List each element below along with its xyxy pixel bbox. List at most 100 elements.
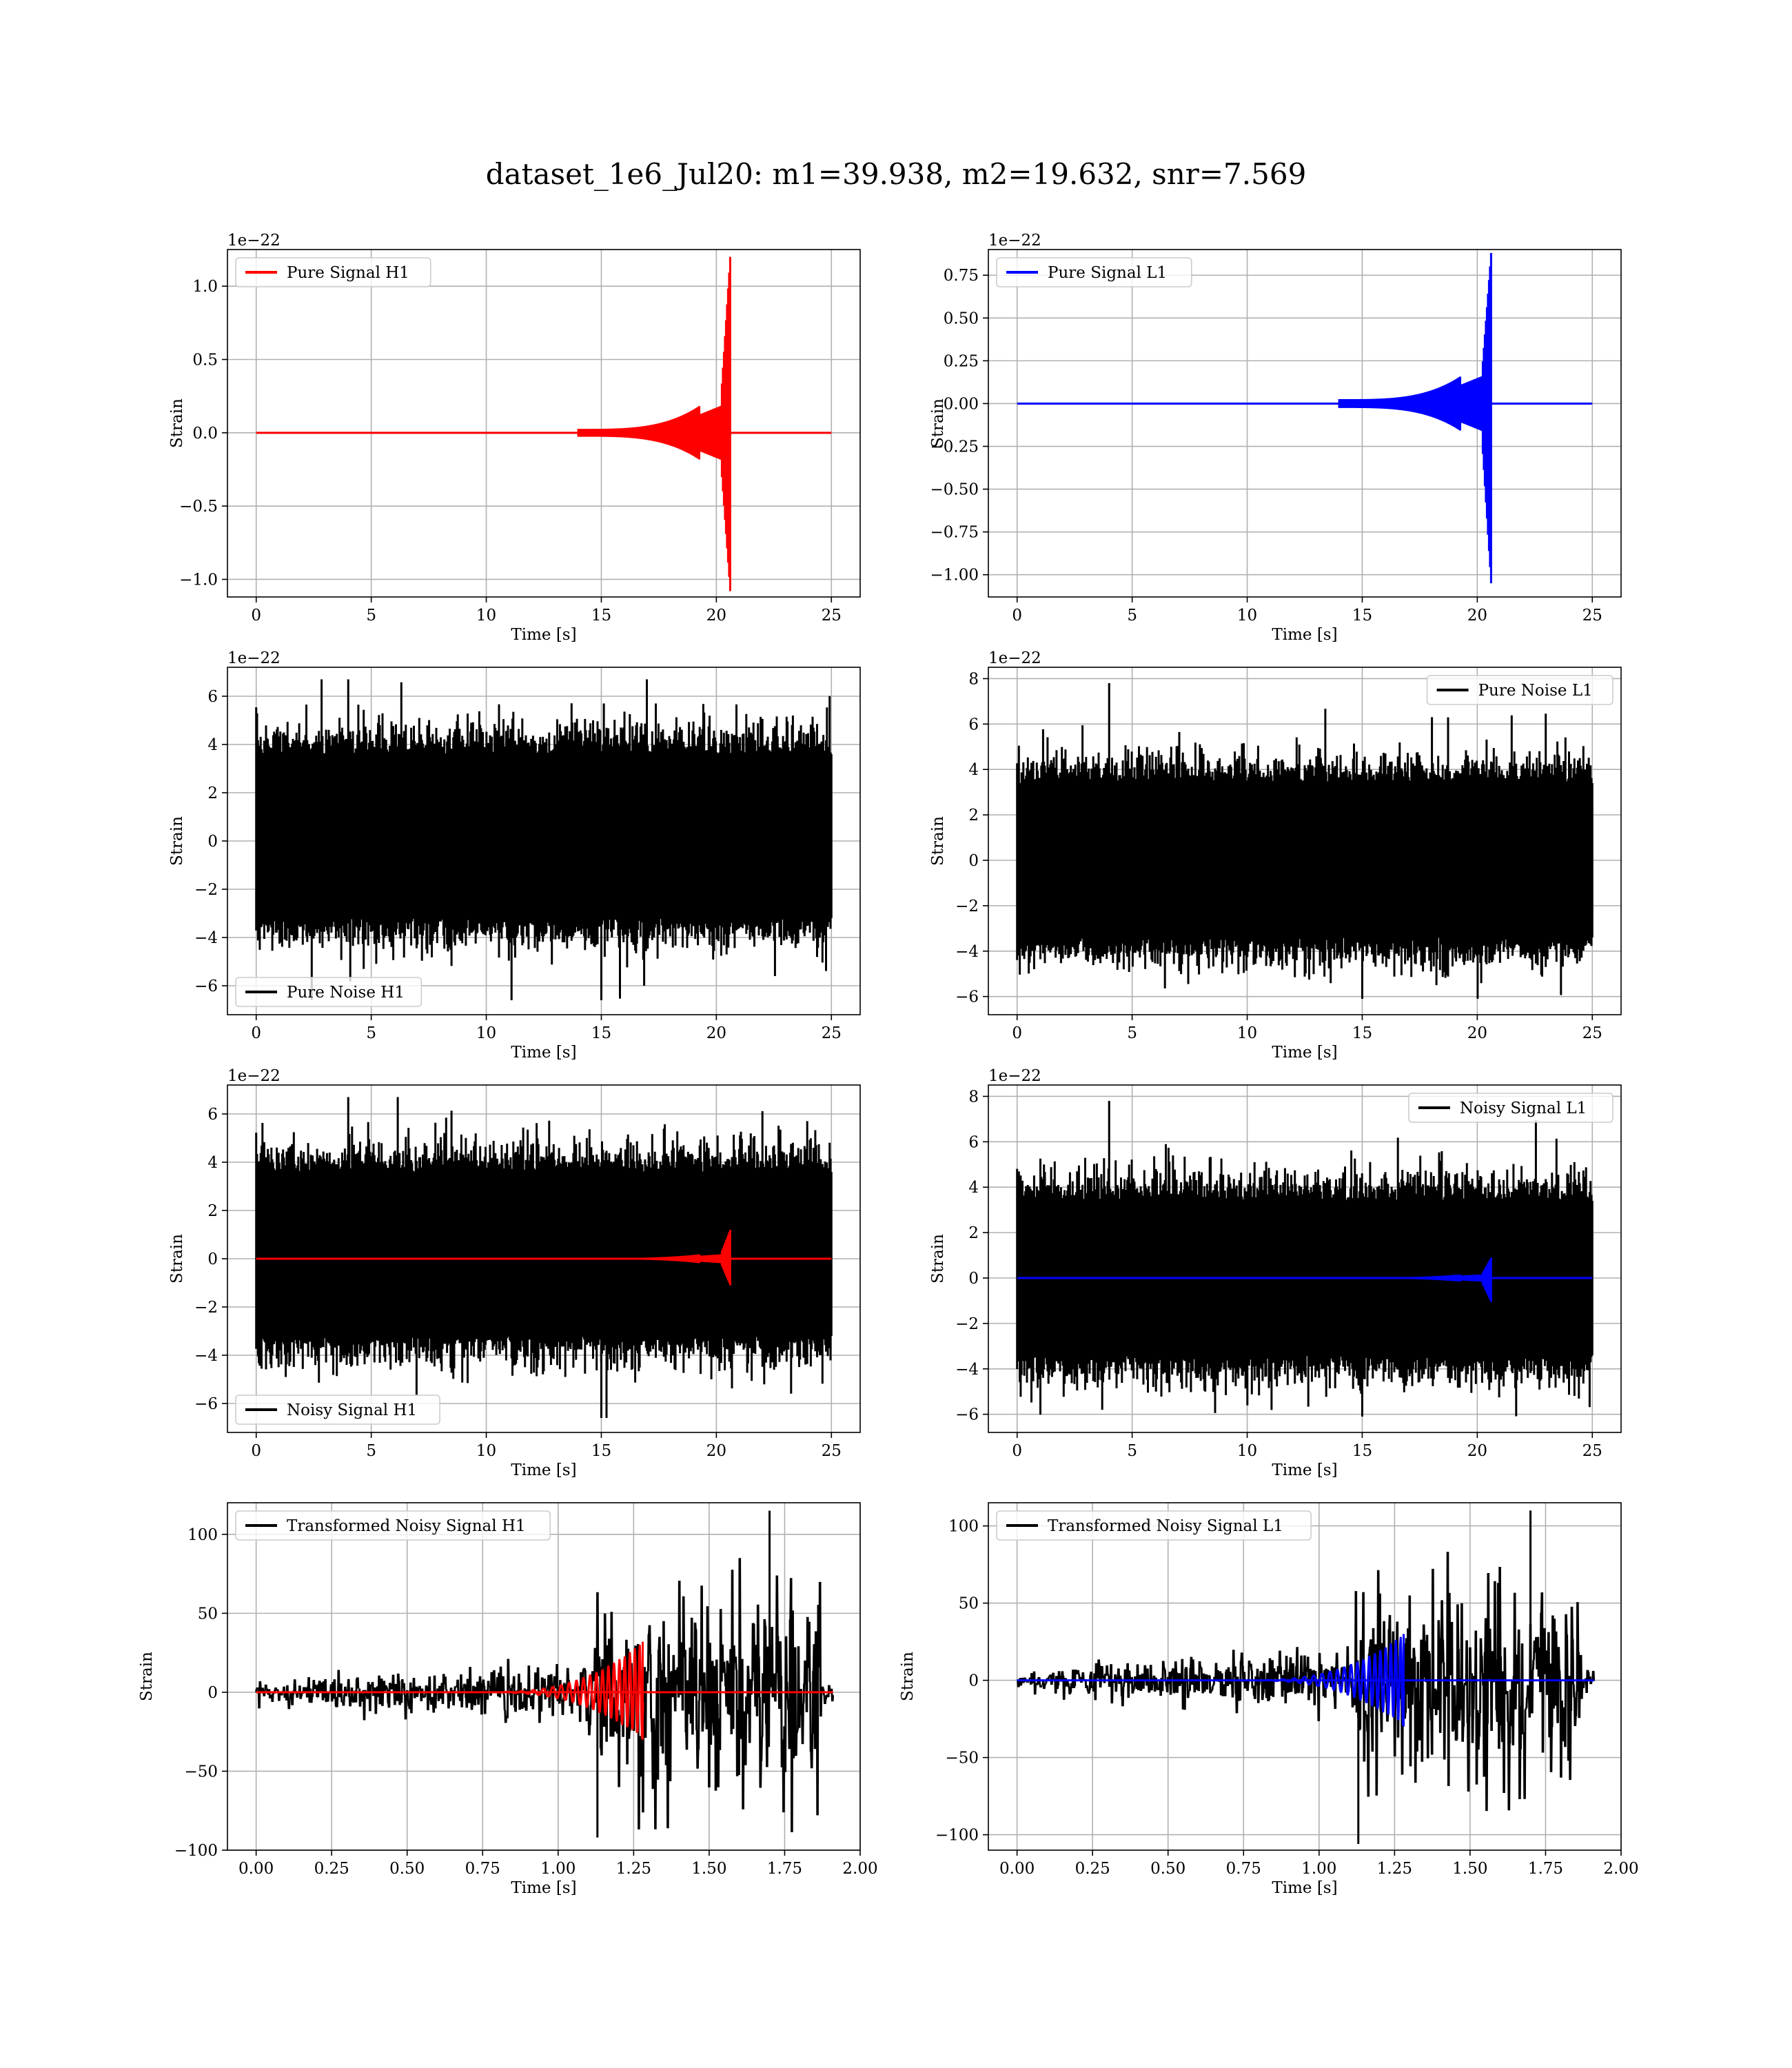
y-tick-label: −4 <box>194 1347 218 1365</box>
x-tick-label: 1.00 <box>1301 1860 1336 1878</box>
chart-panel-bottom-right: 0.00 0.25 0.50 0.75 1.00 1.25 1.50 1.75 2.00 −100… <box>899 1502 1639 1897</box>
x-tick-label: 5 <box>1127 1442 1137 1460</box>
x-tick-label: 0.00 <box>999 1860 1035 1878</box>
x-tick-label: 0.50 <box>389 1860 425 1878</box>
legend: Pure Signal H1 <box>235 257 431 287</box>
series-tchirp-overlay-1 <box>256 1641 833 1740</box>
legend-box <box>1408 1093 1613 1123</box>
x-tick-label: 0.75 <box>1226 1860 1261 1878</box>
plot-area <box>1016 1101 1594 1417</box>
series-noisy-signal-l1 <box>1016 1101 1594 1417</box>
offset-label: 1e−22 <box>988 649 1041 667</box>
y-tick-label: 0.0 <box>192 425 218 443</box>
axes-frame <box>988 249 1622 598</box>
chart-panel-middle-left: 0 5 10 15 20 25 −6 −4 −2 0 2 4 6 Time [s] Strain 1e−22 P… <box>168 649 861 1062</box>
y-tick-label: 2 <box>968 807 979 824</box>
y-tick-label: −0.5 <box>179 498 218 516</box>
y-tick-label: −2 <box>955 898 979 915</box>
plot-area <box>1016 683 1594 999</box>
x-tick-label: 0.50 <box>1150 1860 1185 1878</box>
x-tick-label: 15 <box>591 607 611 625</box>
x-axis-label: Time [s] <box>511 1044 576 1062</box>
x-tick-label: 1.50 <box>691 1860 726 1878</box>
series-noisy-signal-h1 <box>255 1097 833 1418</box>
x-tick-label: 1.00 <box>540 1860 576 1878</box>
offset-label: 1e−22 <box>988 1067 1041 1085</box>
y-tick-label: −0.75 <box>930 524 979 542</box>
y-tick-label: 0 <box>968 1672 979 1690</box>
x-axis-label: Time [s] <box>1272 626 1337 644</box>
x-tick-label: 1.50 <box>1452 1860 1487 1878</box>
axes-frame <box>988 1084 1622 1433</box>
legend-box <box>235 977 422 1007</box>
x-tick-label: 15 <box>591 1442 611 1460</box>
offset-label: 1e−22 <box>988 232 1041 250</box>
y-tick-label: 8 <box>968 670 979 688</box>
x-tick-label: 0 <box>251 1442 261 1460</box>
y-tick-label: −0.50 <box>930 481 979 499</box>
y-tick-label: −4 <box>955 1361 979 1379</box>
legend-label: Noisy Signal L1 <box>1460 1099 1587 1117</box>
x-tick-label: 25 <box>822 1442 842 1460</box>
x-tick-label: 15 <box>591 1024 611 1042</box>
y-tick-label: 50 <box>198 1605 218 1623</box>
legend-label: Pure Signal H1 <box>287 264 409 282</box>
chart-panel-top-left: 0 5 10 15 20 25 −1.0 −0.5 0.0 0.5 1.0 Time [s] Strai… <box>168 232 861 644</box>
chart-panel-third-right: 0 5 10 15 20 25 −6 −4 −2 0 2 4 6 8 Time [s] Strain 1e−22… <box>929 1067 1622 1479</box>
x-tick-label: 25 <box>1582 607 1602 625</box>
x-tick-label: 25 <box>822 607 842 625</box>
x-axis-label: Time [s] <box>511 1461 576 1479</box>
x-tick-label: 0.25 <box>314 1860 349 1878</box>
x-tick-label: 25 <box>822 1024 842 1042</box>
x-tick-label: 5 <box>366 1024 376 1042</box>
y-tick-label: 4 <box>207 736 218 754</box>
y-tick-label: −50 <box>184 1763 218 1781</box>
legend-box <box>235 1395 440 1425</box>
x-tick-label: 25 <box>1582 1024 1602 1042</box>
y-axis-label: Strain <box>899 1652 917 1701</box>
x-tick-label: 20 <box>1467 607 1487 625</box>
y-tick-label: −0.25 <box>930 438 979 456</box>
x-tick-label: 25 <box>1582 1442 1602 1460</box>
axes-frame <box>227 249 861 598</box>
legend: Transformed Noisy Signal H1 <box>235 1510 551 1541</box>
y-tick-label: 0.75 <box>944 267 979 285</box>
y-tick-label: 0 <box>968 1270 979 1288</box>
plot-area <box>256 256 832 591</box>
y-tick-label: −6 <box>955 989 979 1006</box>
x-tick-label: 0 <box>1012 1442 1022 1460</box>
x-tick-label: 10 <box>1237 607 1257 625</box>
y-tick-label: 4 <box>968 761 979 779</box>
x-axis-label: Time [s] <box>1272 1044 1337 1062</box>
y-tick-label: 8 <box>968 1088 979 1106</box>
plot-area <box>1016 1510 1596 1845</box>
y-tick-label: −100 <box>174 1842 218 1860</box>
y-tick-label: 0 <box>968 852 979 870</box>
legend-box <box>235 1510 551 1541</box>
y-axis-label: Strain <box>138 1652 156 1701</box>
y-tick-label: −2 <box>194 881 218 899</box>
legend-box <box>996 257 1192 287</box>
x-tick-label: 15 <box>1352 1024 1372 1042</box>
x-tick-label: 20 <box>706 1024 726 1042</box>
offset-label: 1e−22 <box>227 232 281 250</box>
y-tick-label: 0 <box>207 1250 218 1268</box>
chart-panel-bottom-left: 0.00 0.25 0.50 0.75 1.00 1.25 1.50 1.75 2.00 −100… <box>138 1502 878 1897</box>
legend: Pure Noise L1 <box>1426 675 1613 705</box>
x-tick-label: 20 <box>1467 1442 1487 1460</box>
y-tick-label: 6 <box>207 688 218 706</box>
series-pure-signal-l1 <box>1017 252 1593 584</box>
plot-area <box>1017 252 1593 584</box>
x-tick-label: 10 <box>476 1442 496 1460</box>
y-tick-label: 0 <box>207 833 218 851</box>
x-tick-label: 5 <box>366 1442 376 1460</box>
axes-frame <box>227 1502 861 1851</box>
axes-frame <box>988 667 1622 1015</box>
legend: Pure Signal L1 <box>996 257 1192 287</box>
y-tick-label: −6 <box>194 977 218 995</box>
plot-area <box>255 1097 833 1418</box>
y-tick-label: 100 <box>948 1518 979 1536</box>
x-tick-label: 10 <box>1237 1024 1257 1042</box>
legend-box <box>1426 675 1613 705</box>
